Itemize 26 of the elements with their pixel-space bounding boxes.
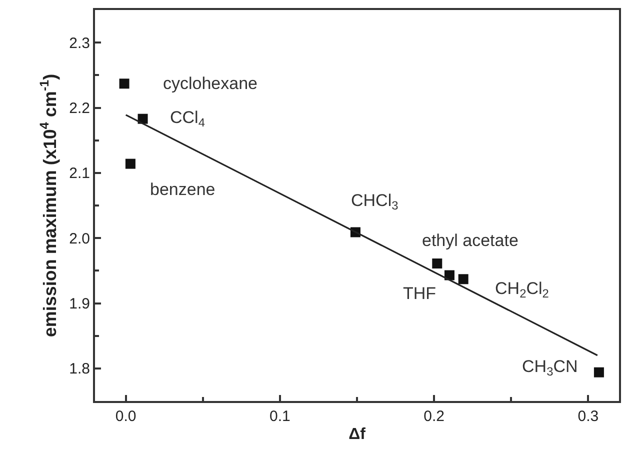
annotation: benzene (150, 180, 216, 199)
y-tick-label: 2.2 (69, 100, 90, 117)
annotation: CHCl$_{3}$ (351, 191, 399, 213)
annotation: ethyl acetate (422, 231, 518, 250)
y-tick-label: 2.0 (69, 230, 90, 248)
x-tick-label: 0.1 (270, 408, 290, 425)
point (594, 367, 604, 378)
point (444, 270, 454, 280)
y-tick-label: 2.3 (69, 34, 90, 52)
annotation: cyclohexane (163, 74, 258, 93)
x-tick-label: 0.0 (115, 408, 136, 425)
y-tick-label: 1.9 (69, 296, 90, 312)
x-axis-title: Δf (348, 426, 366, 444)
point (458, 274, 468, 284)
annotation: CH$_{2}$Cl$_{2}$ (495, 279, 550, 301)
y-tick-label: 2.1 (69, 165, 90, 182)
y-tick-label: 1.8 (69, 360, 90, 378)
annotation: THF (403, 284, 436, 303)
x-tick-label: 0.2 (424, 408, 444, 425)
x-tick-label: 0.3 (578, 408, 599, 425)
annotation: CH$_{3}$CN (522, 357, 578, 379)
point (125, 158, 136, 169)
point (138, 114, 148, 124)
annotation: CCl$_{4}$ (170, 108, 206, 130)
point (119, 78, 130, 89)
point (432, 258, 442, 268)
